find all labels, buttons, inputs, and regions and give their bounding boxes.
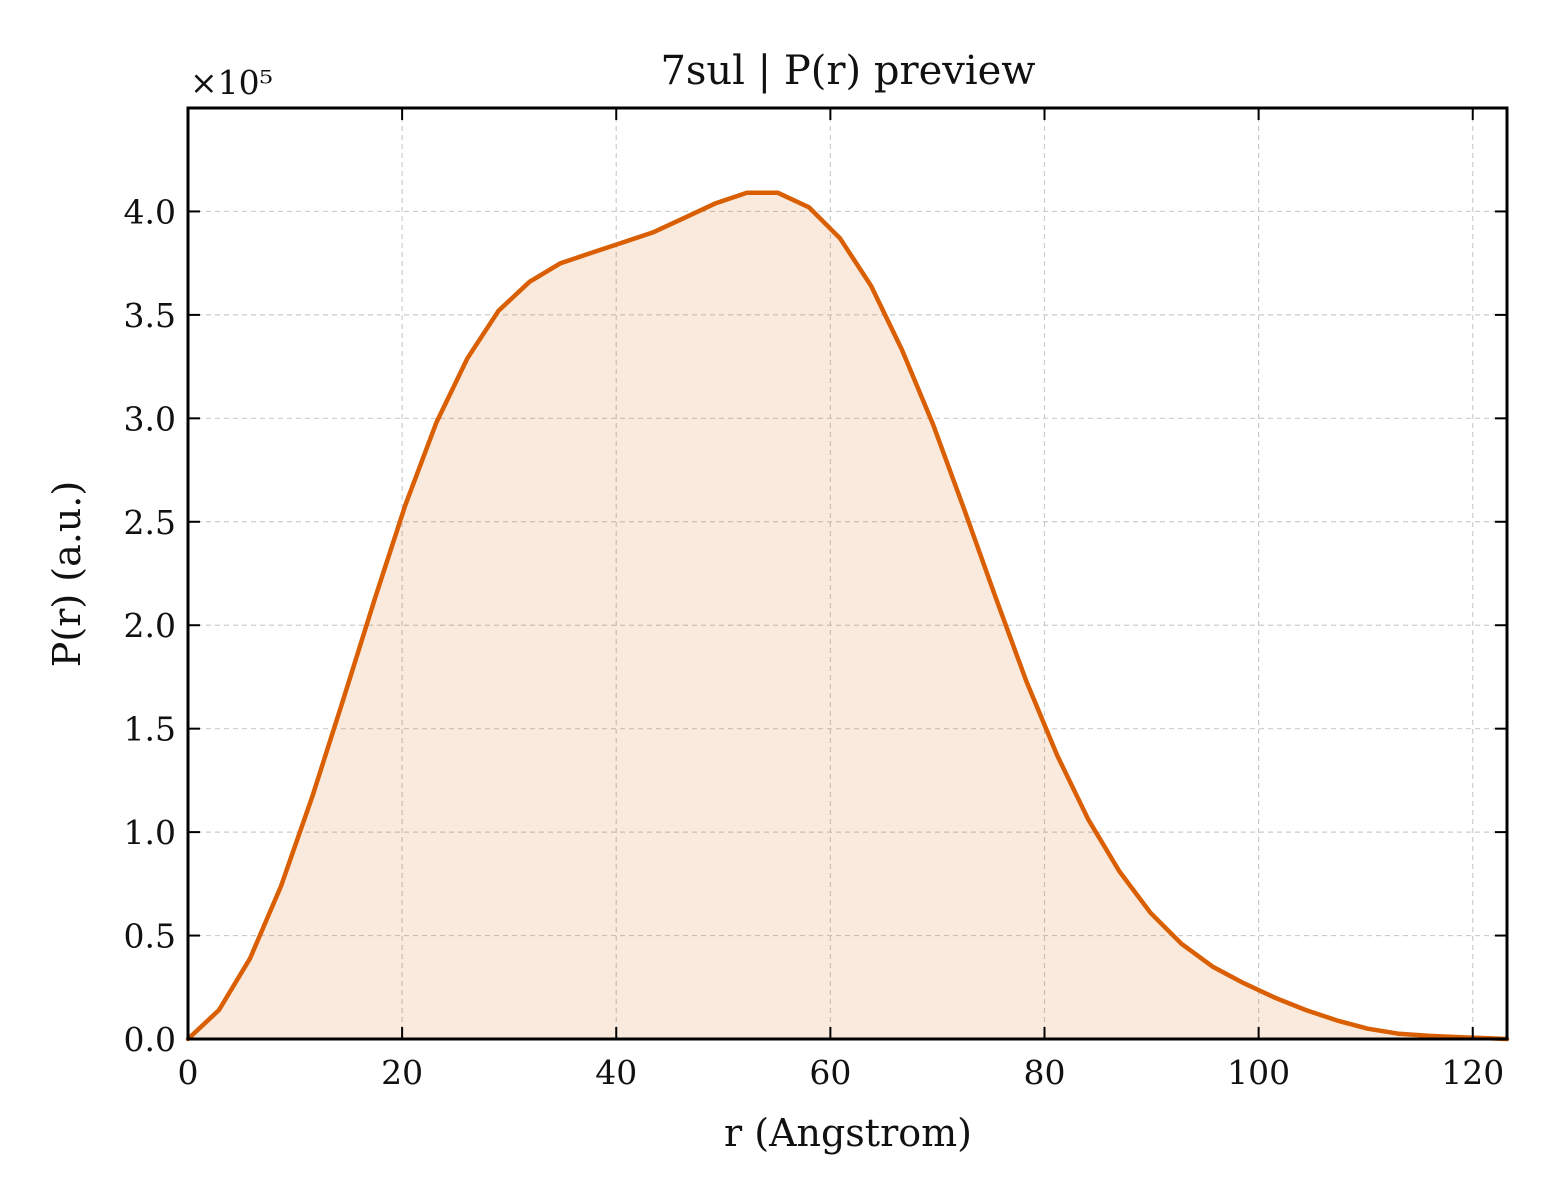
y-tick-label: 0.0 (124, 1020, 176, 1059)
chart-title: 7sul | P(r) preview (660, 48, 1035, 94)
y-scale-multiplier: ×10⁵ (190, 63, 273, 102)
x-tick-label: 80 (1023, 1053, 1065, 1092)
plot-frame (186, 106, 1509, 1041)
ticks: 0 20 40 60 80 100 120 0.0 0.5 1.0 1.5 2.0 2.5 3.0 3.5 4… (124, 108, 1507, 1092)
y-tick-label: 2.5 (124, 503, 176, 542)
x-tick-label: 0 (178, 1053, 199, 1092)
y-tick-label: 1.5 (124, 710, 176, 749)
y-tick-label: 3.5 (124, 296, 176, 335)
y-tick-label: 3.0 (124, 399, 176, 438)
y-tick-label: 2.0 (124, 606, 176, 645)
grid (188, 108, 1507, 1039)
pr-curve-line (185, 190, 1510, 1042)
x-tick-label: 100 (1227, 1053, 1290, 1092)
x-tick-label: 20 (381, 1053, 423, 1092)
x-tick-label: 60 (809, 1053, 851, 1092)
pr-area-fill (188, 192, 1507, 1040)
x-axis-label: r (Angstrom) (724, 1111, 972, 1155)
y-axis-label: P(r) (a.u.) (45, 481, 89, 667)
plot-area (185, 190, 1510, 1042)
y-tick-label: 4.0 (124, 192, 176, 231)
x-tick-label: 40 (595, 1053, 637, 1092)
y-tick-label: 0.5 (124, 917, 176, 956)
y-tick-label: 1.0 (124, 813, 176, 852)
x-tick-label: 120 (1441, 1053, 1504, 1092)
